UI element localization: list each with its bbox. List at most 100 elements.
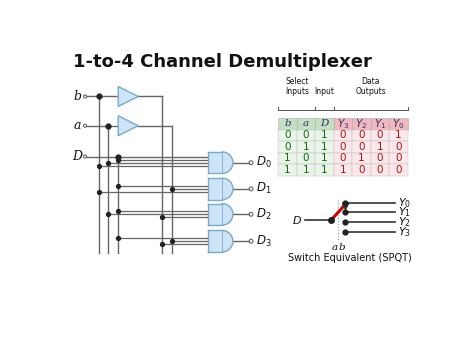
FancyBboxPatch shape <box>371 153 389 164</box>
FancyBboxPatch shape <box>315 164 334 176</box>
FancyBboxPatch shape <box>208 178 222 200</box>
Text: 1: 1 <box>321 154 328 163</box>
Text: 1: 1 <box>321 130 328 140</box>
FancyBboxPatch shape <box>371 164 389 176</box>
Text: Data
Outputs: Data Outputs <box>356 77 386 96</box>
FancyBboxPatch shape <box>352 118 371 130</box>
Text: D: D <box>73 150 82 163</box>
FancyBboxPatch shape <box>208 231 222 252</box>
FancyBboxPatch shape <box>315 141 334 153</box>
Text: $Y_3$: $Y_3$ <box>337 117 349 131</box>
Text: Select
Inputs: Select Inputs <box>285 77 309 96</box>
FancyBboxPatch shape <box>334 118 352 130</box>
Text: 0: 0 <box>395 154 402 163</box>
Polygon shape <box>118 87 138 106</box>
FancyBboxPatch shape <box>208 203 222 225</box>
FancyBboxPatch shape <box>371 141 389 153</box>
FancyBboxPatch shape <box>208 152 222 173</box>
FancyBboxPatch shape <box>389 130 408 141</box>
Text: 1: 1 <box>395 130 402 140</box>
FancyBboxPatch shape <box>297 130 315 141</box>
Text: 0: 0 <box>395 165 402 175</box>
Text: 1: 1 <box>377 142 383 152</box>
FancyBboxPatch shape <box>352 164 371 176</box>
Text: $Y_0$: $Y_0$ <box>392 117 405 131</box>
FancyBboxPatch shape <box>278 141 297 153</box>
FancyBboxPatch shape <box>371 130 389 141</box>
FancyBboxPatch shape <box>297 164 315 176</box>
Wedge shape <box>222 152 233 173</box>
Text: 0: 0 <box>284 142 291 152</box>
Text: $Y_2$: $Y_2$ <box>356 117 368 131</box>
Text: b: b <box>284 119 291 128</box>
Text: 0: 0 <box>377 130 383 140</box>
Text: 1-to-4 Channel Demultiplexer: 1-to-4 Channel Demultiplexer <box>73 53 372 70</box>
FancyBboxPatch shape <box>352 141 371 153</box>
Text: 0: 0 <box>340 130 346 140</box>
FancyBboxPatch shape <box>278 118 297 130</box>
Wedge shape <box>222 231 233 252</box>
FancyBboxPatch shape <box>315 130 334 141</box>
FancyBboxPatch shape <box>352 130 371 141</box>
Text: 0: 0 <box>303 154 310 163</box>
Text: D: D <box>320 119 329 128</box>
Text: 0: 0 <box>340 142 346 152</box>
Text: 1: 1 <box>321 142 328 152</box>
FancyBboxPatch shape <box>315 118 334 130</box>
Text: $D_3$: $D_3$ <box>256 234 272 249</box>
FancyBboxPatch shape <box>297 118 315 130</box>
Text: a: a <box>331 243 337 252</box>
FancyBboxPatch shape <box>278 164 297 176</box>
Text: $D_1$: $D_1$ <box>256 181 272 196</box>
FancyBboxPatch shape <box>297 153 315 164</box>
Text: $Y_2$: $Y_2$ <box>398 215 410 229</box>
FancyBboxPatch shape <box>208 231 222 252</box>
Text: 0: 0 <box>358 142 365 152</box>
Text: 0: 0 <box>395 142 402 152</box>
Text: $Y_0$: $Y_0$ <box>398 196 411 210</box>
Text: a: a <box>303 119 309 128</box>
FancyBboxPatch shape <box>208 152 222 173</box>
FancyBboxPatch shape <box>334 141 352 153</box>
Text: 1: 1 <box>284 154 291 163</box>
FancyBboxPatch shape <box>208 178 222 200</box>
FancyBboxPatch shape <box>278 153 297 164</box>
Text: $D$: $D$ <box>292 214 302 226</box>
Text: 0: 0 <box>358 130 365 140</box>
Text: $Y_1$: $Y_1$ <box>398 205 411 219</box>
Polygon shape <box>118 116 138 136</box>
Text: $Y_1$: $Y_1$ <box>374 117 386 131</box>
FancyBboxPatch shape <box>334 130 352 141</box>
Text: Switch Equivalent (SPQT): Switch Equivalent (SPQT) <box>289 253 412 263</box>
FancyBboxPatch shape <box>334 164 352 176</box>
Text: $Y_3$: $Y_3$ <box>398 225 411 239</box>
FancyBboxPatch shape <box>278 130 297 141</box>
Text: b: b <box>73 90 82 103</box>
FancyBboxPatch shape <box>389 164 408 176</box>
Text: 1: 1 <box>284 165 291 175</box>
Text: b: b <box>338 243 345 252</box>
FancyBboxPatch shape <box>389 141 408 153</box>
FancyBboxPatch shape <box>371 118 389 130</box>
Text: $D_2$: $D_2$ <box>256 207 272 222</box>
FancyBboxPatch shape <box>315 153 334 164</box>
FancyBboxPatch shape <box>352 153 371 164</box>
Text: Input: Input <box>315 88 335 96</box>
Wedge shape <box>222 203 233 225</box>
FancyBboxPatch shape <box>389 153 408 164</box>
Text: 0: 0 <box>340 154 346 163</box>
FancyBboxPatch shape <box>334 153 352 164</box>
Wedge shape <box>222 178 233 200</box>
Text: 0: 0 <box>284 130 291 140</box>
Text: 1: 1 <box>340 165 346 175</box>
Text: 0: 0 <box>377 165 383 175</box>
Text: $D_0$: $D_0$ <box>256 155 272 170</box>
Text: 0: 0 <box>358 165 365 175</box>
FancyBboxPatch shape <box>389 118 408 130</box>
Text: 0: 0 <box>303 130 310 140</box>
Text: 1: 1 <box>303 142 310 152</box>
Text: 1: 1 <box>358 154 365 163</box>
Text: 1: 1 <box>303 165 310 175</box>
Text: a: a <box>73 119 81 132</box>
Text: 0: 0 <box>377 154 383 163</box>
